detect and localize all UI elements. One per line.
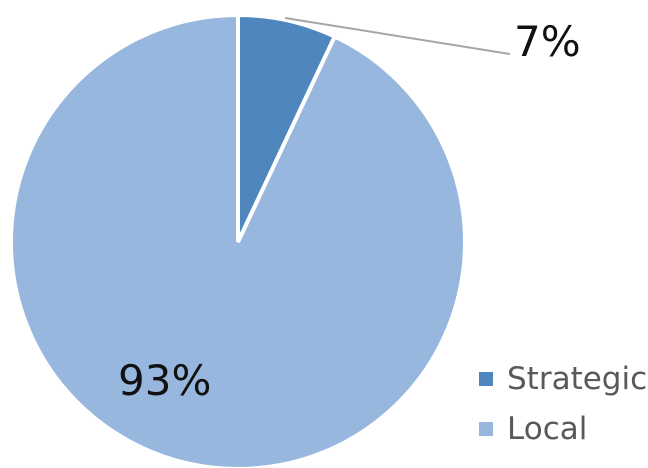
pie-slice-local	[9, 12, 467, 468]
legend-label-local: Local	[507, 411, 588, 447]
leader-line-strategic	[284, 17, 511, 55]
legend-swatch-local	[479, 422, 493, 436]
data-label-strategic: 7%	[514, 17, 581, 66]
pie-slices	[9, 12, 467, 468]
legend: Strategic Local	[479, 354, 647, 454]
legend-item-local: Local	[479, 404, 647, 454]
legend-item-strategic: Strategic	[479, 354, 647, 404]
legend-swatch-strategic	[479, 372, 493, 386]
data-label-local: 93%	[118, 356, 211, 405]
legend-label-strategic: Strategic	[507, 361, 648, 397]
